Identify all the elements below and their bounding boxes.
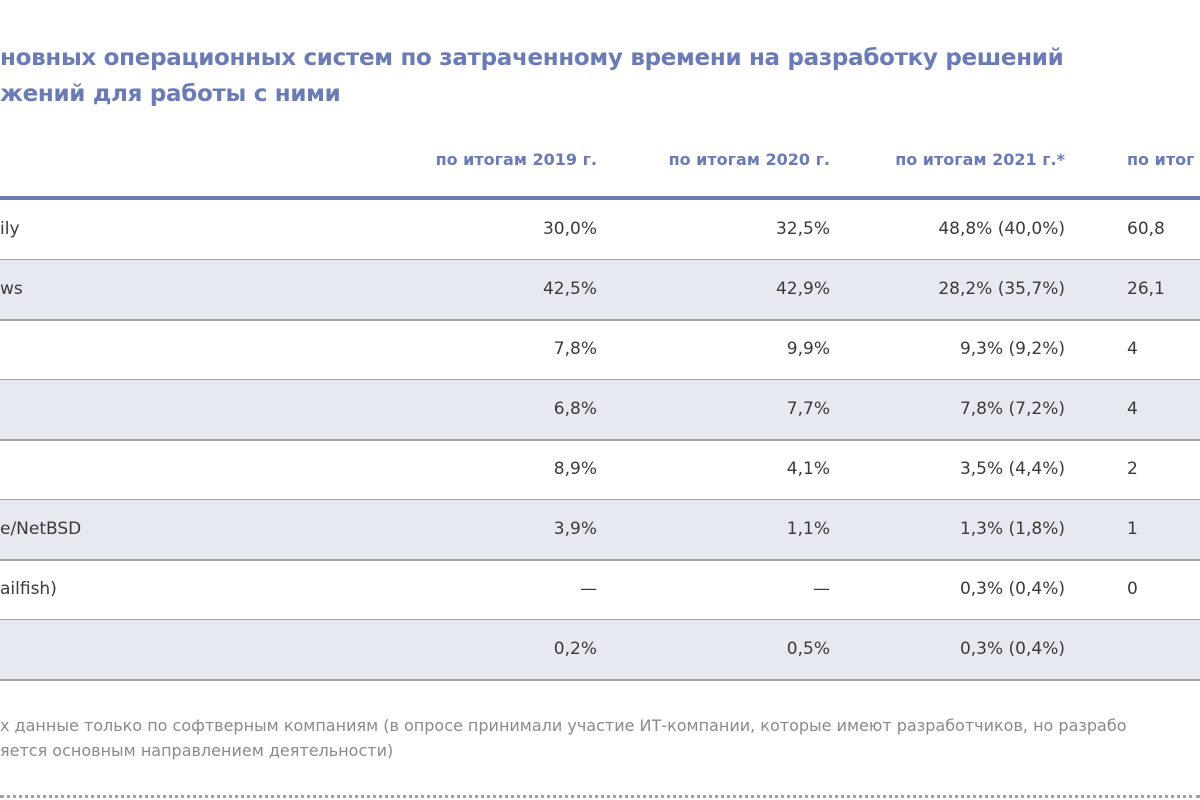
column-header-2019: по итогам 2019 г. xyxy=(435,150,597,169)
cell-2022: 60,8 xyxy=(1127,219,1165,239)
cell-2020: 7,7% xyxy=(786,399,830,419)
table-row: e/NetBSD 3,9% 1,1% 1,3% (1,8%) 1 xyxy=(0,500,1200,561)
table-row: 8,9% 4,1% 3,5% (4,4%) 2 xyxy=(0,440,1200,501)
cell-2019: 8,9% xyxy=(553,459,597,479)
row-label: ily xyxy=(0,219,20,239)
cell-2022: 26,1 xyxy=(1127,279,1165,299)
cell-2021: 0,3% (0,4%) xyxy=(959,579,1065,599)
cell-2020: 42,9% xyxy=(775,279,830,299)
cell-2019: — xyxy=(580,579,597,599)
cell-2020: 32,5% xyxy=(775,219,830,239)
cell-2020: 9,9% xyxy=(786,339,830,359)
column-header-2021: по итогам 2021 г.* xyxy=(895,150,1065,169)
cell-2022: 4 xyxy=(1127,339,1138,359)
cell-2021: 0,3% (0,4%) xyxy=(959,639,1065,659)
cell-2022: 0 xyxy=(1127,579,1138,599)
cell-2019: 7,8% xyxy=(553,339,597,359)
header-divider xyxy=(0,196,1200,200)
row-label: ws xyxy=(0,279,23,299)
table-row: ws 42,5% 42,9% 28,2% (35,7%) 26,1 xyxy=(0,260,1200,321)
cell-2020: 0,5% xyxy=(786,639,830,659)
table-row: 6,8% 7,7% 7,8% (7,2%) 4 xyxy=(0,380,1200,441)
cell-2020: — xyxy=(813,579,830,599)
cell-2019: 3,9% xyxy=(553,519,597,539)
cell-2022: 2 xyxy=(1127,459,1138,479)
column-header-2022: по итог xyxy=(1127,150,1195,169)
dotted-divider xyxy=(0,795,1200,798)
footnote-line-2: яется основным направлением деятельности… xyxy=(0,741,394,760)
cell-2019: 30,0% xyxy=(542,219,597,239)
cell-2021: 48,8% (40,0%) xyxy=(938,219,1065,239)
row-label: ailfish) xyxy=(0,579,57,599)
cell-2021: 1,3% (1,8%) xyxy=(959,519,1065,539)
cell-2022: 1 xyxy=(1127,519,1138,539)
table-row: 7,8% 9,9% 9,3% (9,2%) 4 xyxy=(0,320,1200,381)
row-label: e/NetBSD xyxy=(0,519,82,539)
cell-2019: 42,5% xyxy=(542,279,597,299)
title-line-1: новных операционных систем по затраченно… xyxy=(0,45,1064,71)
cell-2021: 9,3% (9,2%) xyxy=(959,339,1065,359)
table-row: ailfish) — — 0,3% (0,4%) 0 xyxy=(0,560,1200,621)
column-header-2020: по итогам 2020 г. xyxy=(668,150,830,169)
cell-2020: 4,1% xyxy=(786,459,830,479)
cell-2019: 6,8% xyxy=(553,399,597,419)
title-line-2: жений для работы с ними xyxy=(0,81,341,107)
cell-2022: 4 xyxy=(1127,399,1138,419)
footnote: х данные только по софтверным компаниям … xyxy=(0,713,1127,763)
footnote-line-1: х данные только по софтверным компаниям … xyxy=(0,716,1127,735)
table-row: 0,2% 0,5% 0,3% (0,4%) xyxy=(0,620,1200,681)
cell-2021: 7,8% (7,2%) xyxy=(959,399,1065,419)
table-row: ily 30,0% 32,5% 48,8% (40,0%) 60,8 xyxy=(0,200,1200,261)
cell-2020: 1,1% xyxy=(786,519,830,539)
cell-2019: 0,2% xyxy=(553,639,597,659)
table-title: новных операционных систем по затраченно… xyxy=(0,40,1200,112)
cell-2021: 3,5% (4,4%) xyxy=(959,459,1065,479)
cell-2021: 28,2% (35,7%) xyxy=(938,279,1065,299)
